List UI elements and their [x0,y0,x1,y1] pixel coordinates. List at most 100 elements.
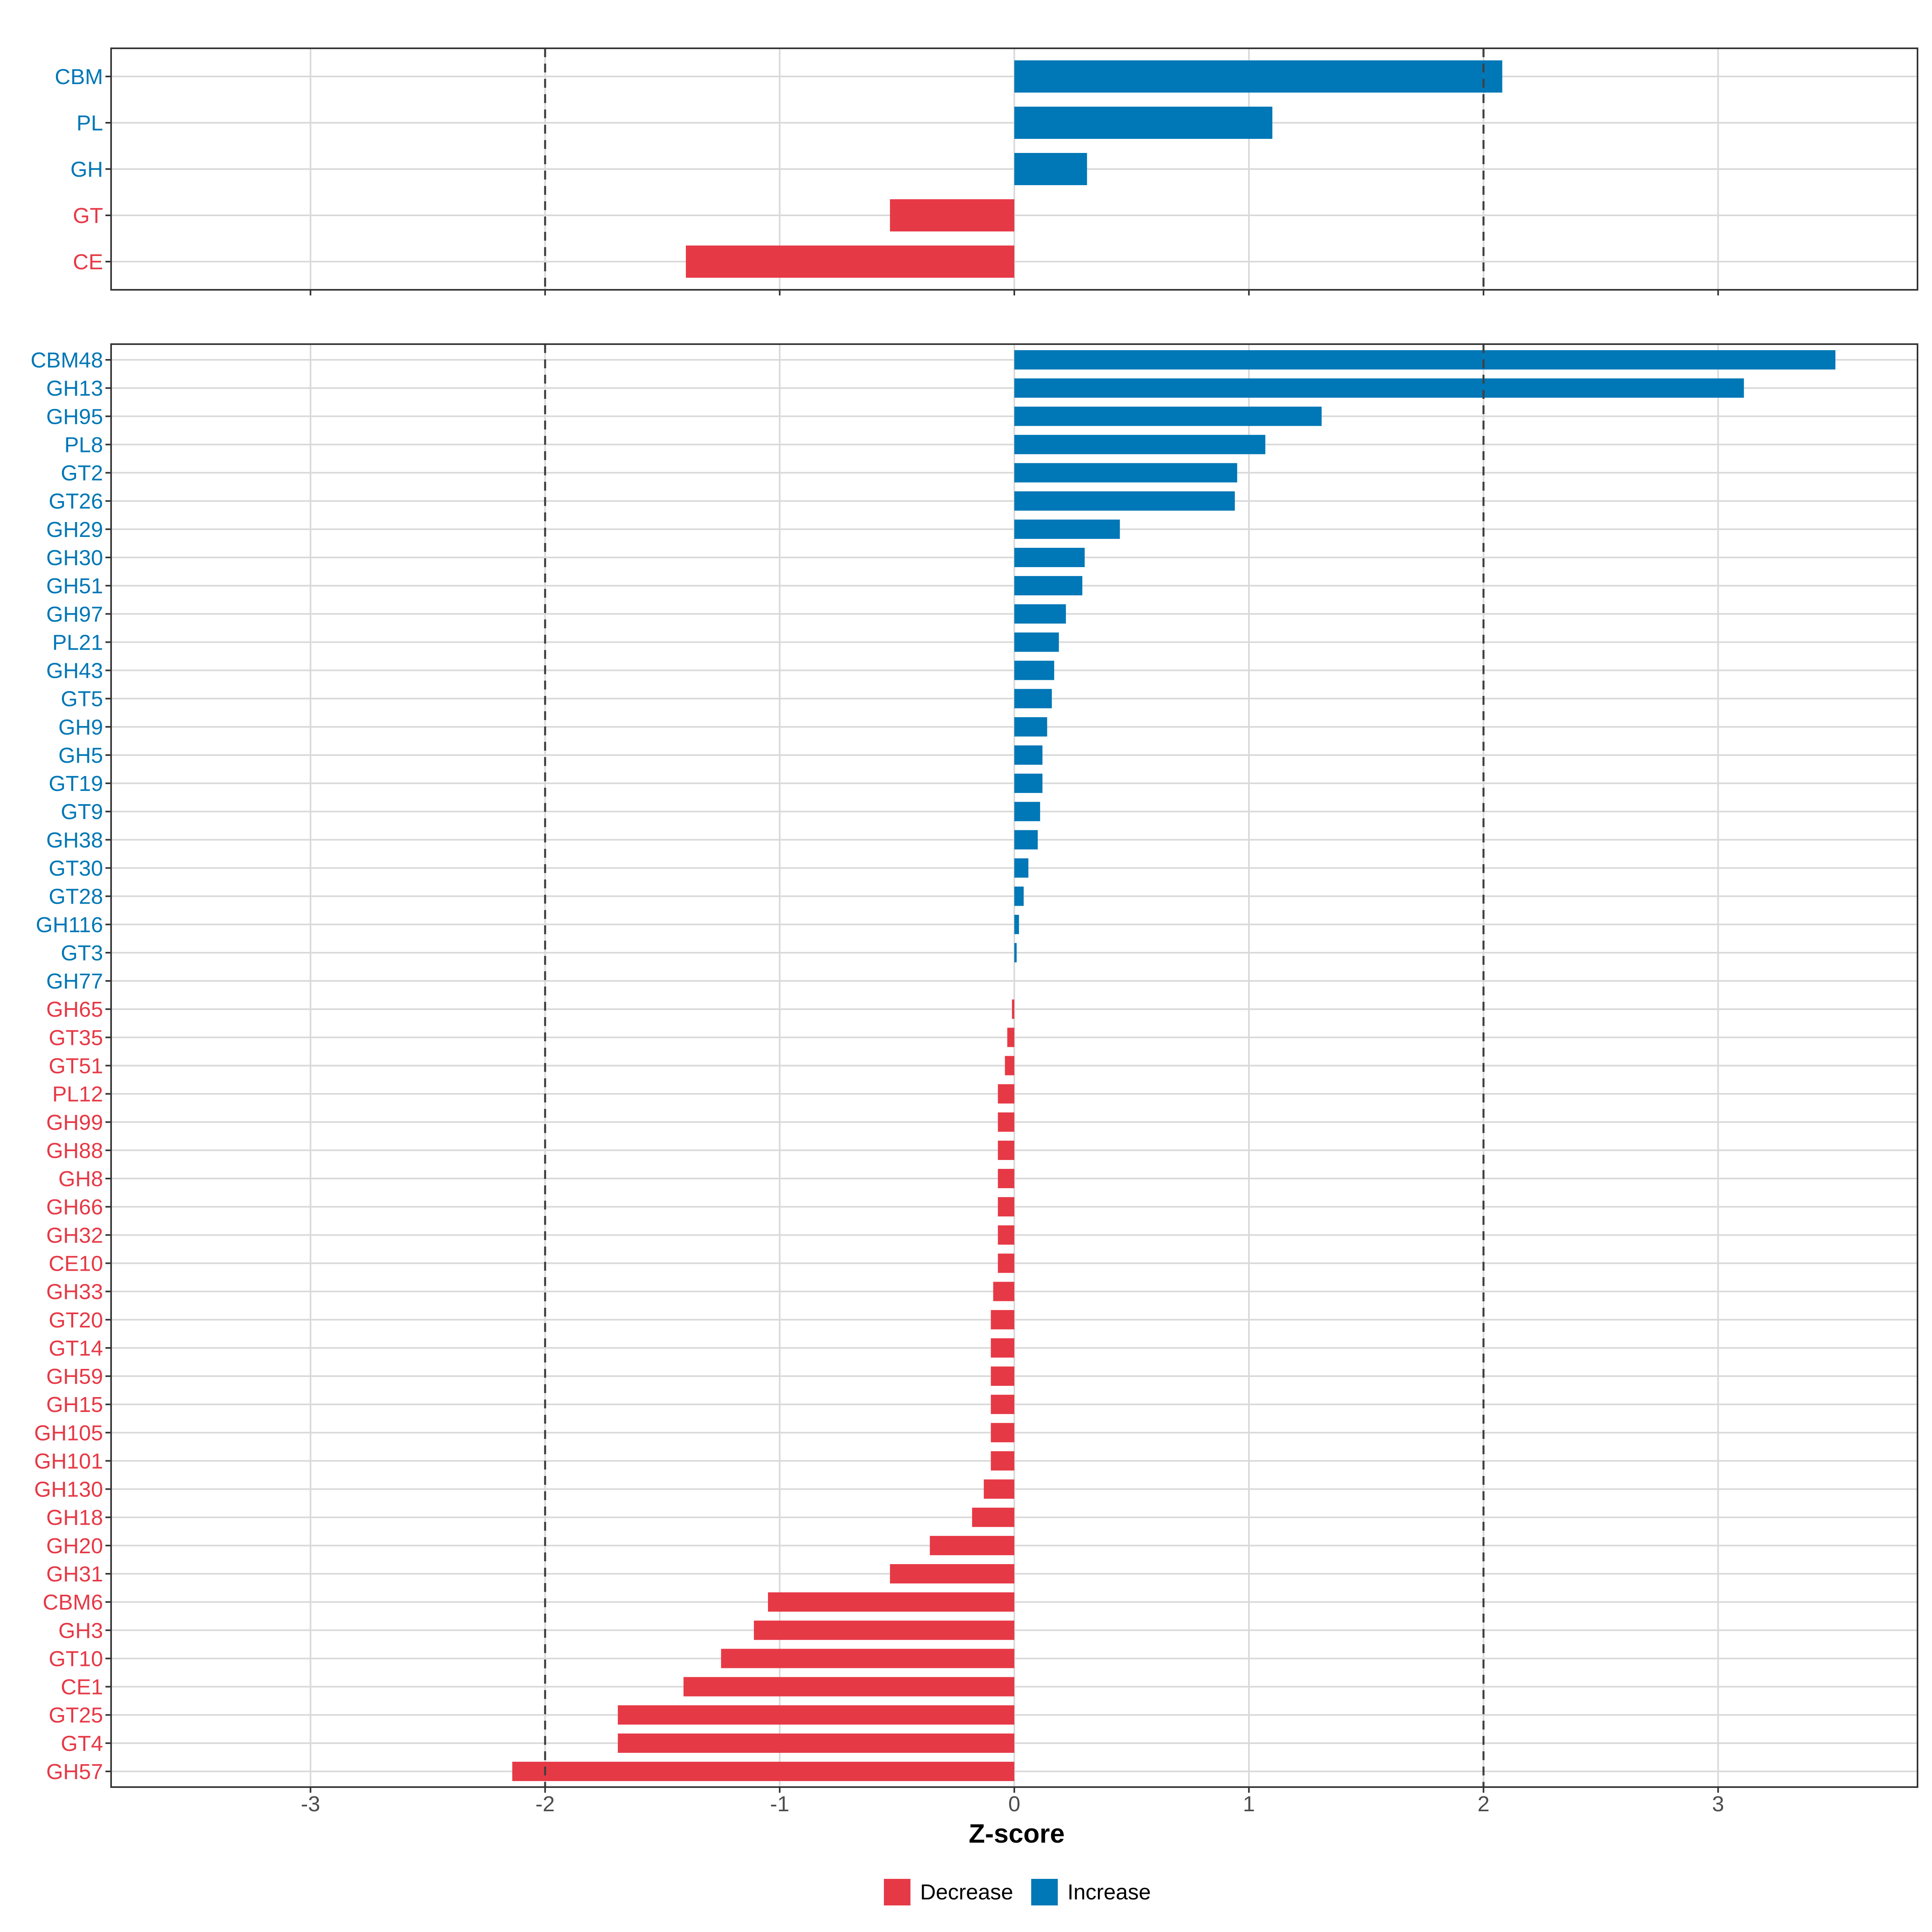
bar [998,1225,1014,1245]
bar [1005,1056,1014,1075]
y-tick-label: GH31 [46,1562,103,1586]
y-tick-label: GT3 [61,941,103,965]
bar [617,1705,1014,1725]
x-axis: -3 -2 -1 0 1 2 3 [301,1792,1724,1816]
bar [1014,886,1024,906]
bar [1014,435,1265,454]
bar [972,1507,1014,1527]
y-tick-label: PL12 [52,1082,103,1106]
bar [890,199,1014,231]
y-tick-label: GH32 [46,1223,103,1247]
y-tick-label: GT [73,204,103,228]
bar [1014,689,1052,708]
y-tick-label: GH99 [46,1110,103,1135]
bar [617,1733,1014,1753]
y-tick-label: GH38 [46,828,103,852]
y-tick-label: GH43 [46,659,103,683]
bar [1014,60,1503,93]
legend-label-increase: Increase [1067,1880,1151,1904]
y-tick-label: GH30 [46,546,103,570]
bar [1014,774,1042,793]
bar [991,1423,1014,1443]
y-tick-label: GH15 [46,1393,103,1417]
x-tick-label: 3 [1712,1792,1724,1816]
y-tick-label: GH [70,157,103,182]
y-tick-label: GH20 [46,1534,103,1558]
y-tick-label: PL21 [52,630,103,654]
y-tick-label: GH33 [46,1280,103,1304]
bar [1014,802,1040,822]
y-tick-label: GT30 [49,857,103,881]
bar [991,1366,1014,1386]
bar [1014,107,1273,139]
y-tick-label: GT9 [61,800,103,824]
y-tick-label: GT19 [49,772,103,796]
x-tick-label: -3 [301,1792,320,1816]
bar [1014,830,1038,850]
y-tick-label: GH65 [46,997,103,1022]
y-tick-label: GH57 [46,1760,103,1784]
bar [998,1084,1014,1104]
top-panel: CBM PL GH GT CE [55,47,1918,295]
y-tick-label: CE10 [49,1251,103,1276]
y-tick-label: GT4 [61,1732,103,1756]
bar [768,1592,1014,1612]
bar [998,1112,1014,1132]
bottom-panel: CBM48 GH13 GH95 PL8 GT2 GT26 GH29 GH30 GH51 GH97 P… [31,343,1918,1793]
y-tick-label: GH105 [34,1421,103,1445]
bar [993,1282,1014,1301]
y-tick-label: GH18 [46,1506,103,1530]
y-tick-label: GT51 [49,1054,103,1078]
bar [1014,350,1835,369]
y-tick-label: GT5 [61,687,103,711]
y-tick-label: CBM6 [43,1590,103,1614]
bar [1014,463,1237,483]
bar [991,1395,1014,1414]
y-tick-label: GT25 [49,1703,103,1728]
bar [1014,914,1019,934]
bar [1014,604,1066,624]
x-tick-label: 0 [1008,1792,1020,1816]
y-tick-label: CE [73,250,103,274]
legend: Decrease Increase [884,1879,1151,1905]
y-tick-label: GH8 [58,1167,103,1191]
y-tick-label: GH116 [36,913,103,937]
y-tick-label: CE1 [61,1675,103,1699]
x-tick-label: 1 [1243,1792,1255,1816]
bar [930,1536,1014,1555]
bar [512,1762,1014,1781]
y-tick-label: GH13 [46,376,103,400]
bar [1007,1028,1014,1047]
bar [998,1197,1014,1217]
bar [1014,153,1087,185]
bar [1014,576,1083,596]
bar [754,1620,1014,1640]
bar [998,1140,1014,1160]
y-tick-label: GH77 [46,969,103,993]
bar [890,1564,1014,1584]
bar [1014,745,1042,765]
y-tick-label: GH101 [34,1449,103,1473]
bar [683,1677,1014,1697]
x-tick-label: -2 [535,1792,555,1816]
bar [998,1253,1014,1273]
legend-label-decrease: Decrease [920,1880,1013,1904]
y-tick-label: GH66 [46,1195,103,1219]
bar [686,246,1014,278]
y-tick-label: GH9 [58,715,103,739]
bar [991,1451,1014,1471]
bar [1014,547,1085,567]
y-tick-label: GH5 [58,743,103,768]
y-tick-label: GH88 [46,1139,103,1163]
y-tick-label: PL8 [64,433,103,457]
x-tick-label: -1 [770,1792,789,1816]
bar [991,1310,1014,1329]
bar [1012,999,1014,1019]
bar [1014,407,1322,426]
y-tick-label: GH97 [46,602,103,626]
y-tick-label: GT20 [49,1308,103,1332]
y-tick-label: GH95 [46,405,103,429]
y-tick-label: GT26 [49,489,103,514]
bar [1014,717,1047,737]
